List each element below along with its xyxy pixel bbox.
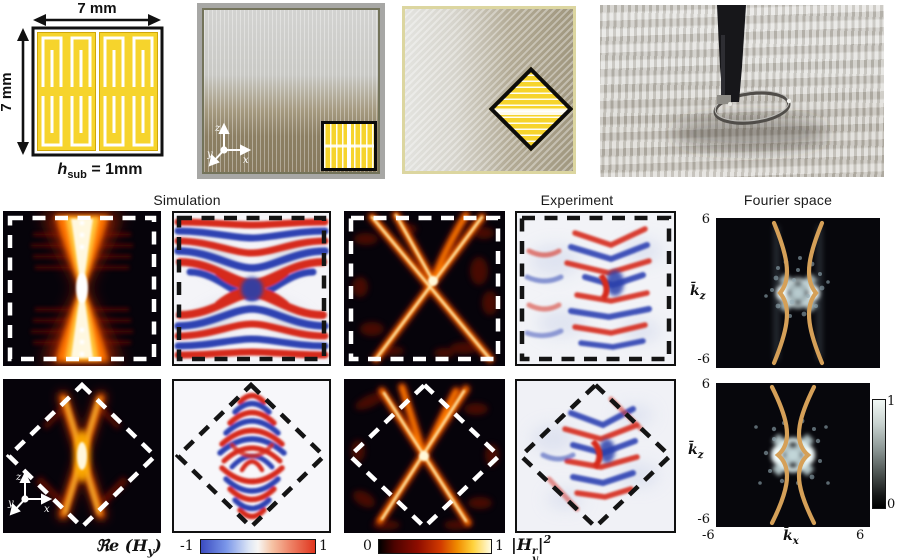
exp-field-map-row1 [515,211,676,366]
substrate-thickness-label: hsub = 1mm [58,161,143,181]
probe-graphic [672,5,828,151]
sim-intensity-map-row1 [3,211,161,366]
re-colorbar-max: 1 [319,538,328,554]
sim-field-map-row2 [172,379,331,533]
fourier2-ylabel: k̄z [688,442,704,461]
section-label-experiment: Experiment [540,192,614,208]
z-axis-label: z [214,123,221,134]
fourier1-ytick-min: -6 [697,352,710,367]
re-colorbar [200,539,316,554]
fourier-colorbar [872,399,886,509]
x-axis-label: x [243,155,249,166]
dashed-sample-outline-diamond [174,381,328,531]
fourier2-ytick-min: -6 [697,512,710,527]
fourier2-xtick-max: 6 [856,528,865,543]
exp-intensity-map-row2 [344,379,505,533]
fourier-colorbar-min: 0 [887,497,896,512]
dashed-sample-outline-diamond [5,381,159,531]
dashed-sample-outline-diamond [517,381,674,531]
rotated-unit-cell-inset [488,66,573,152]
x-axis-label: x [44,504,50,515]
unit-cell-schematic: 7 mm 7 mm hsub = 1mm [0,0,164,181]
exp-intensity-map-row1 [344,210,505,366]
fourier-map-row2 [716,383,870,527]
coordinate-axes-icon: z x y [7,471,53,516]
re-field-legend-label: ℜe (Hy) [96,536,162,559]
sim-intensity-map-row2: z x y [3,379,161,533]
exp-field-map-row2 [515,379,676,533]
dispersion-curves [769,384,817,526]
meander-resonators [41,36,154,147]
unit-cell-inset [321,121,377,171]
section-label-fourier: Fourier space [743,192,833,208]
z-axis-label: z [15,472,22,483]
y-axis-label: y [7,498,14,509]
dashed-sample-outline-diamond [346,381,503,531]
mag-colorbar [378,539,492,554]
y-axis-label: y [207,149,213,160]
fourier2-xlabel: k̄x [783,528,799,547]
dashed-sample-outline [519,215,672,362]
width-dimension-label: 7 mm [77,0,116,17]
section-label-simulation: Simulation [153,192,221,208]
fourier2-xtick-min: -6 [702,528,715,543]
dashed-sample-outline [348,215,501,362]
sample-photo-front: z x y [197,3,385,179]
fourier1-ylabel: k̄z [690,283,706,302]
coordinate-axes-icon: z x y [207,122,252,167]
dashed-sample-outline [7,215,157,362]
fourier-colorbar-max: 1 [887,394,896,409]
dispersion-curves [771,220,825,366]
mag-field-legend-label: |H r y |2 [511,533,552,560]
fourier1-ytick-max: 6 [701,212,710,227]
re-colorbar-min: -1 [180,538,194,554]
sim-field-map-row1 [172,211,331,366]
sample-photo-rotated [402,6,576,174]
probe-photo [600,5,884,177]
mag-colorbar-min: 0 [363,538,372,554]
mag-colorbar-max: 1 [495,538,504,554]
height-dimension-label: 7 mm [0,72,15,111]
dashed-sample-outline [176,215,327,362]
fourier2-ytick-max: 6 [701,377,710,392]
fourier-map-row1 [716,218,880,368]
